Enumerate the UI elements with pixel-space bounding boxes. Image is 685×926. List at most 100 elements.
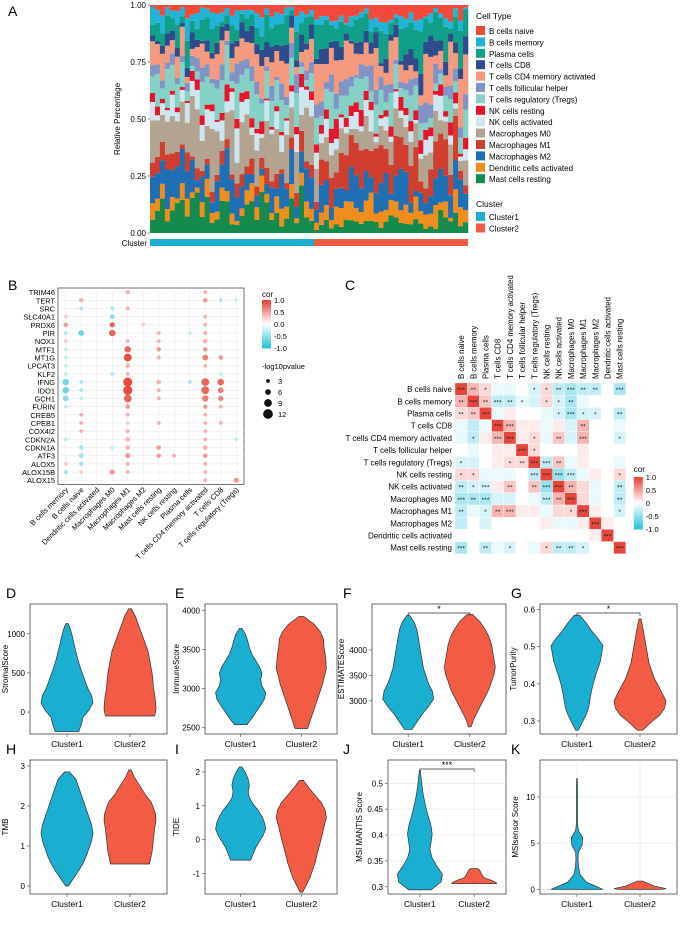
bar-segment-b-cells-naive (304, 5, 310, 15)
bar-segment-macrophages-m2 (204, 164, 210, 179)
y-tick-label: 0.5 (372, 779, 384, 788)
bar-segment-macrophages-m2 (279, 173, 285, 209)
bar-segment-t-cells-cd4-memory-activated (184, 77, 191, 83)
bar-segment-nk-cells-activated (234, 128, 240, 163)
bar-segment-macrophages-m0 (189, 95, 196, 157)
sig-star: ** (568, 546, 574, 553)
sig-star: ** (556, 436, 562, 443)
bar-segment-dendritic-cells-activated (458, 207, 464, 227)
bar-segment-t-cells-regulatory-tregs (363, 76, 369, 91)
bar-segment-macrophages-m1 (289, 137, 295, 150)
bar-segment-b-cells-memory (169, 10, 176, 19)
bar-segment-t-cells-regulatory-tregs (274, 80, 280, 107)
sig-star: *** (543, 497, 551, 504)
cluster2-bar (313, 239, 468, 246)
bar-segment-macrophages-m2 (463, 193, 469, 211)
bar-segment-t-cells-regulatory-tregs (313, 118, 320, 145)
y-tick-label: 0.50 (130, 115, 146, 124)
bar-segment-t-cells-follicular-helper (463, 94, 469, 110)
bar-segment-t-cells-regulatory-tregs (199, 82, 205, 116)
violin-cluster1 (40, 771, 94, 887)
bar-segment-macrophages-m1 (443, 139, 449, 176)
bar-segment-t-cells-regulatory-tregs (154, 73, 161, 107)
bar-segment-macrophages-m1 (249, 158, 255, 175)
bar-segment-t-cells-follicular-helper (194, 58, 200, 72)
legend-swatch-nk-cells-activated (476, 117, 485, 127)
bar-segment-b-cells-memory (423, 16, 429, 19)
bar-segment-t-cells-regulatory-tregs (294, 93, 300, 127)
bar-segment-macrophages-m2 (453, 160, 459, 190)
color-legend-swatch (633, 481, 643, 484)
bar-segment-nk-cells-activated (393, 91, 399, 109)
bar-segment-plasma-cells (353, 19, 359, 43)
bar-segment-plasma-cells (318, 24, 325, 49)
bar-segment-nk-cells-activated (154, 115, 161, 121)
bar-segment-t-cells-follicular-helper (438, 69, 444, 74)
bar-segment-macrophages-m2 (378, 183, 384, 212)
dot-pir-b-cells-memory (63, 331, 68, 335)
bar-segment-dendritic-cells-activated (309, 208, 315, 221)
bar-segment-macrophages-m2 (184, 171, 191, 199)
heat-cell-macrophages-m2-macrophages-m0 (564, 517, 578, 530)
bar-segment-t-cells-cd8 (249, 25, 255, 44)
bar-segment-mast-cells-resting (418, 223, 424, 233)
bar-segment-b-cells-naive (309, 5, 315, 11)
bar-segment-t-cells-cd8 (194, 39, 200, 48)
legend-swatch-plasma-cells (476, 48, 485, 58)
dot-cox4i2-b-cells-naive (79, 429, 84, 434)
color-legend-swatch (262, 312, 271, 315)
bar-segment-macrophages-m1 (313, 201, 320, 210)
bar-segment-plasma-cells (194, 28, 200, 40)
size-legend-label: 9 (278, 399, 282, 408)
bar-segment-macrophages-m2 (318, 184, 325, 213)
bar-segment-mast-cells-resting (453, 212, 459, 233)
bar-segment-macrophages-m1 (229, 174, 235, 180)
heat-cell-dendritic-cells-activated-t-cells-follicular-helper (515, 529, 529, 542)
color-legend-tick: -0.5 (646, 512, 659, 521)
bar-segment-b-cells-memory (154, 9, 161, 23)
row-label-nk-cells-resting: NK cells resting (396, 471, 452, 480)
panel-label-i: I (175, 741, 179, 757)
bar-segment-plasma-cells (463, 9, 469, 37)
bar-segment-nk-cells-activated (333, 138, 340, 150)
heat-cell-t-cells-cd8-dendritic-cells-activated (601, 419, 614, 432)
legend-swatch-nk-cells-resting (476, 105, 485, 115)
row-label-dendritic-cells-activated: Dendritic cells activated (368, 532, 452, 541)
bar-segment-macrophages-m2 (304, 168, 310, 202)
color-legend-swatch (262, 316, 271, 319)
dot-alox5-t-cells-cd4-memory-activated (203, 461, 208, 466)
bar-segment-t-cells-cd4-memory-activated (259, 66, 265, 99)
bar-segment-b-cells-naive (214, 5, 220, 14)
bar-segment-nk-cells-activated (353, 112, 359, 130)
bar-segment-t-cells-cd8 (323, 48, 330, 64)
col-label-nk-cells-resting: NK cells resting (543, 325, 552, 379)
heat-cell-b-cells-memory-macrophages-m2 (589, 395, 602, 408)
sig-star: * (533, 387, 536, 394)
dot-gch1-b-cells-naive (79, 396, 84, 401)
bar-segment-macrophages-m1 (259, 157, 265, 169)
bar-segment-b-cells-naive (254, 5, 260, 14)
violin-cluster1 (215, 766, 267, 861)
legend-label-nk-cells-activated: NK cells activated (489, 118, 553, 127)
bar-segment-t-cells-regulatory-tregs (353, 77, 359, 103)
panel-label-d: D (6, 585, 16, 601)
bar-segment-t-cells-follicular-helper (150, 65, 156, 77)
bar-segment-t-cells-cd8 (378, 63, 384, 66)
bar-segment-t-cells-follicular-helper (244, 58, 250, 69)
heat-cell-t-cells-follicular-helper-mast-cells-resting (613, 443, 626, 457)
row-label-tert: TERT (36, 296, 56, 305)
heat-cell-nk-cells-activated-t-cells-follicular-helper (515, 480, 529, 493)
dot-alox15-t-cells-cd4-memory-activated (203, 478, 208, 483)
violin-cluster2 (451, 868, 497, 885)
row-label-src: SRC (39, 304, 55, 313)
bar-segment-macrophages-m0 (423, 155, 429, 189)
bar-segment-t-cells-cd8 (353, 42, 359, 54)
legend-swatch-t-cells-follicular-helper (476, 83, 485, 92)
bar-segment-macrophages-m2 (328, 207, 335, 220)
color-legend-swatch (262, 344, 271, 347)
bar-segment-t-cells-cd8 (458, 68, 464, 79)
bar-segment-nk-cells-resting (159, 98, 166, 104)
bar-segment-t-cells-cd8 (204, 40, 210, 52)
legend-swatch-macrophages-m1 (476, 140, 485, 149)
